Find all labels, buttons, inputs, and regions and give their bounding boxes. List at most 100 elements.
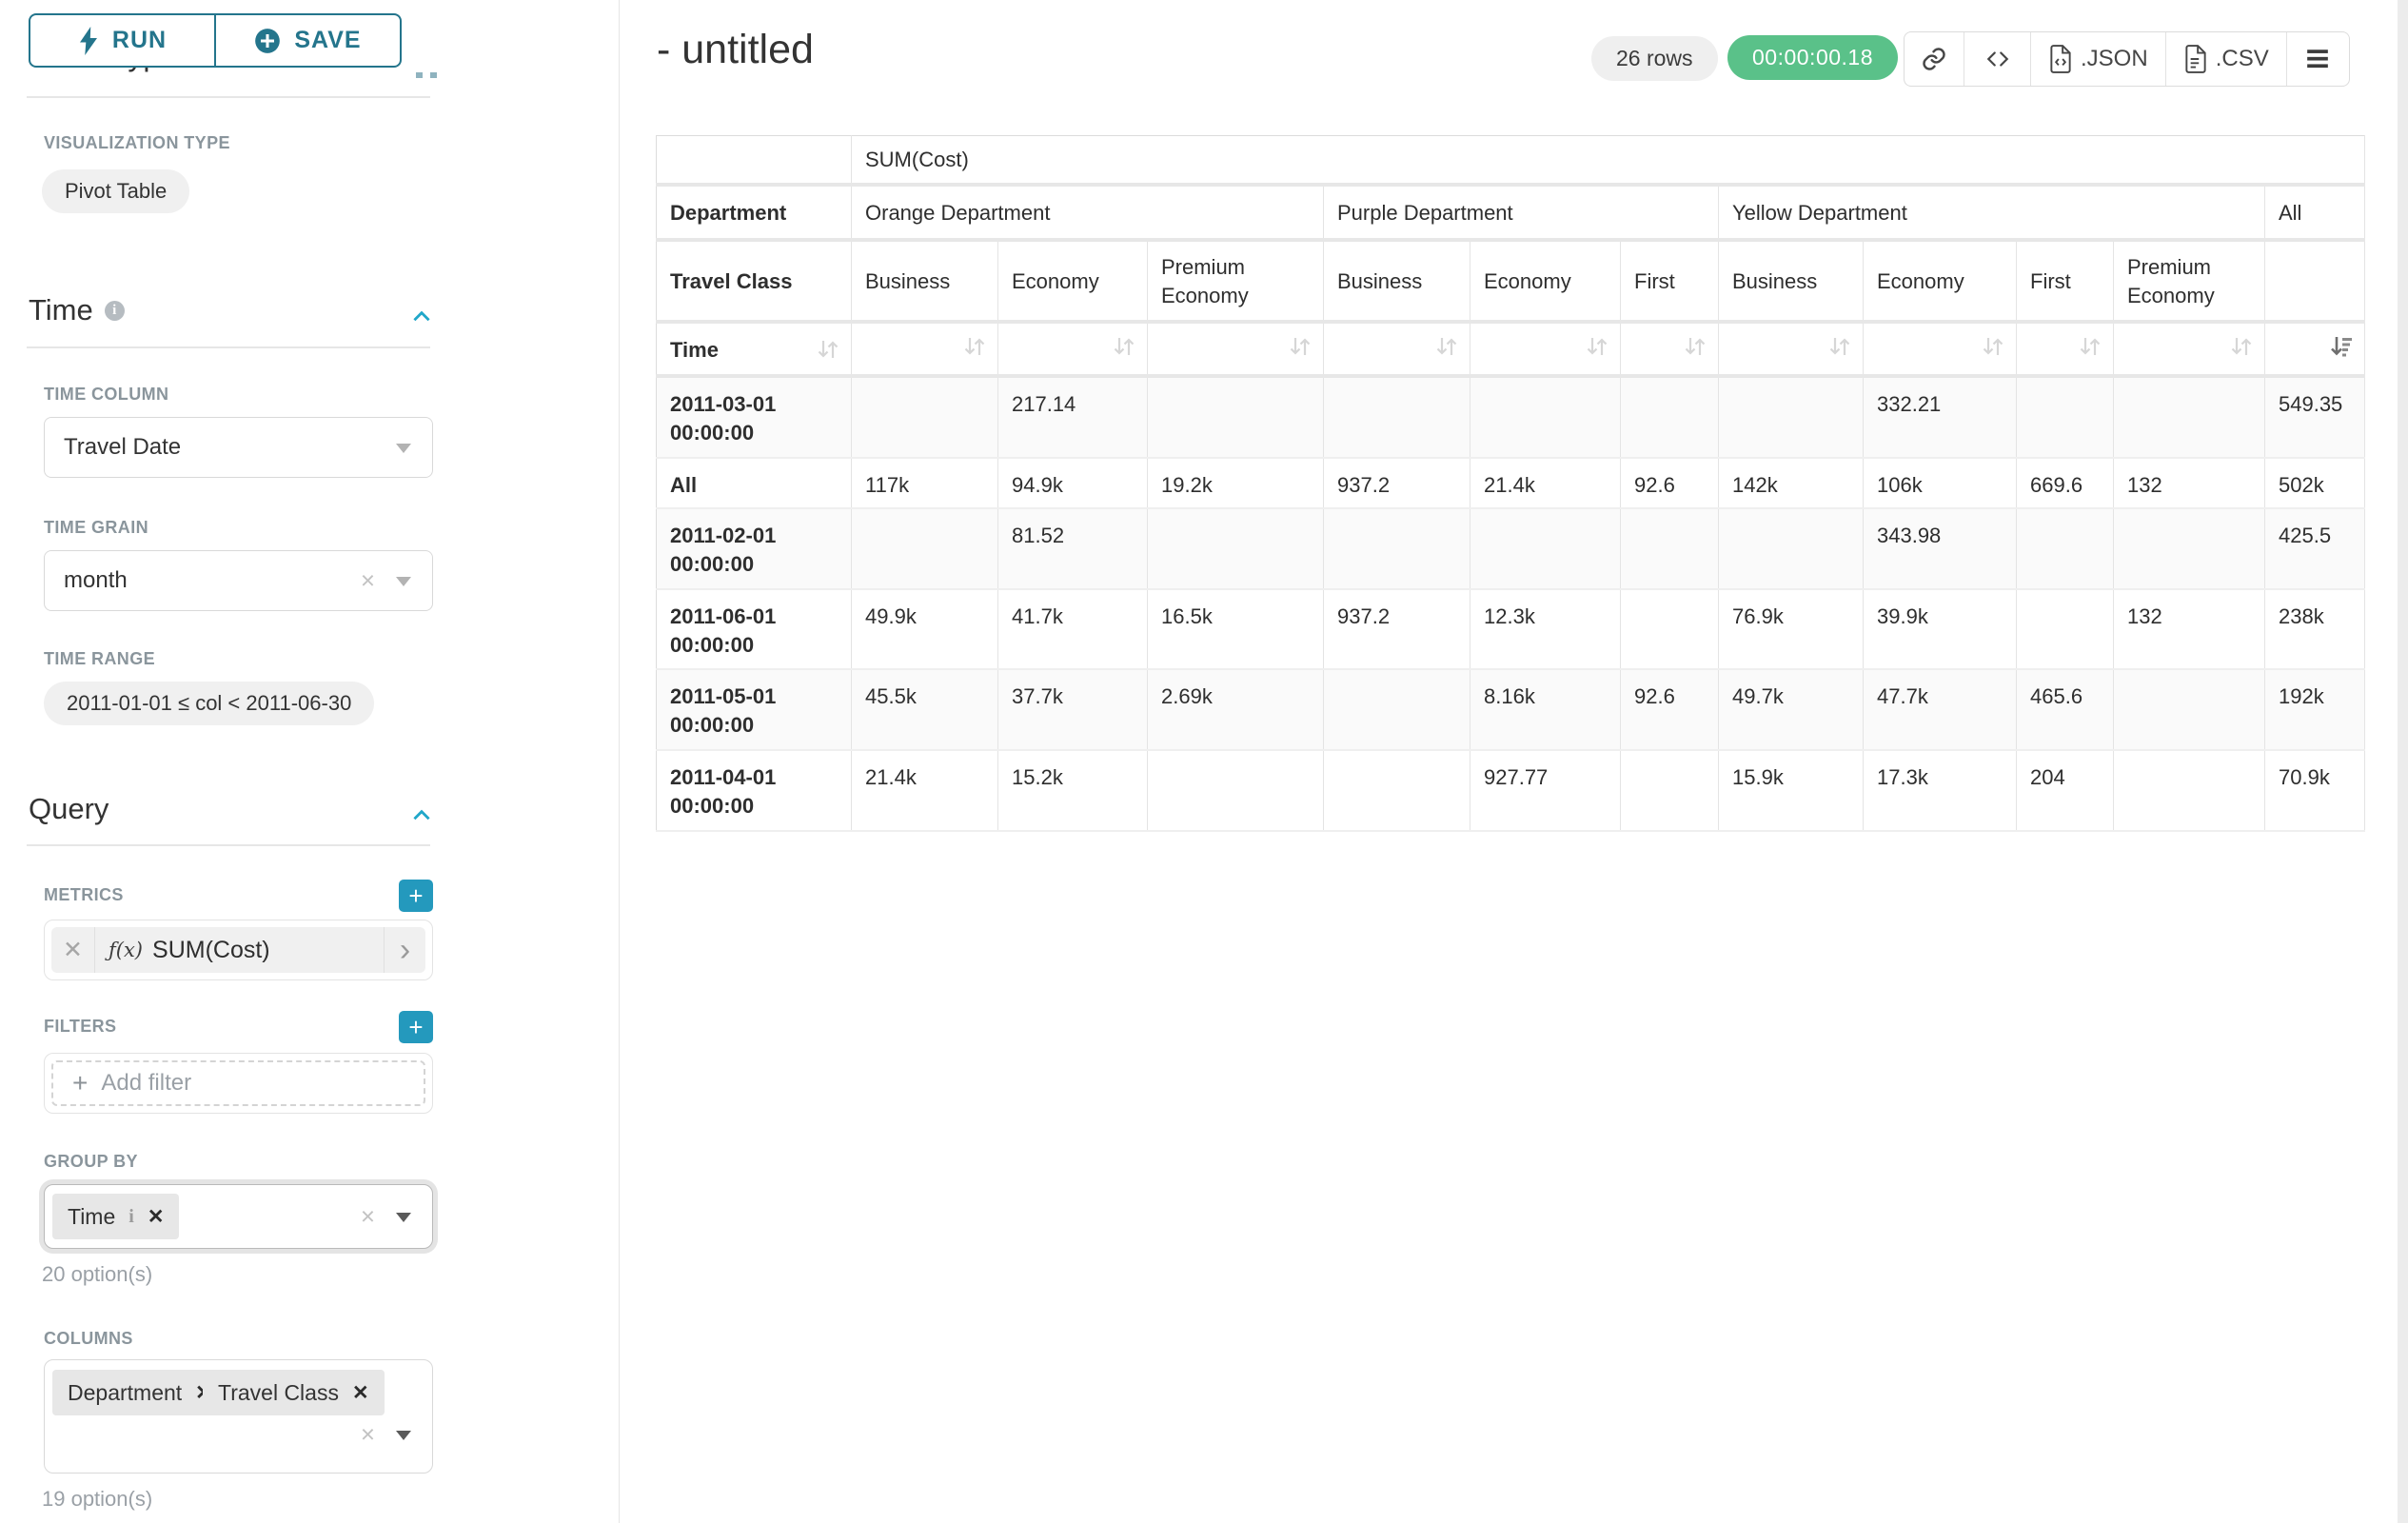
columns-label: COLUMNS [44, 1329, 133, 1348]
pivot-cell: 15.9k [1718, 749, 1864, 831]
row-count-badge: 26 rows [1591, 36, 1718, 81]
time-column-select[interactable]: Travel Date [44, 417, 433, 478]
sort-icon[interactable] [1682, 333, 1708, 360]
pivot-cell: 49.9k [851, 588, 998, 669]
sort-cell [2016, 321, 2114, 377]
pivot-group-header: Orange Department [851, 184, 1324, 240]
pivot-cell: 238k [2264, 588, 2366, 669]
pivot-cell [1470, 507, 1621, 589]
query-section-heading: Query [29, 792, 109, 825]
collapse-chevron-icon[interactable] [409, 803, 434, 828]
pivot-cell: 45.5k [851, 668, 998, 750]
file-json-icon [2050, 45, 2071, 73]
sort-cell [851, 321, 998, 377]
export-json-button[interactable]: .JSON [2031, 32, 2166, 86]
pivot-cell [1620, 588, 1719, 669]
clear-icon[interactable]: × [360, 1201, 375, 1231]
clear-icon[interactable]: × [360, 1419, 375, 1449]
pivot-cell [1323, 376, 1470, 459]
pivot-cell [2113, 507, 2265, 589]
pivot-cell [1147, 749, 1324, 831]
add-filter-button[interactable]: + [399, 1011, 433, 1043]
share-link-button[interactable] [1905, 32, 1964, 86]
sort-icon[interactable] [2228, 333, 2255, 360]
row-header-cell: All [656, 458, 852, 508]
time-range-label: TIME RANGE [44, 649, 156, 668]
pivot-table: SUM(Cost) Department Orange Department Pu… [656, 135, 2366, 832]
time-grain-select[interactable]: month × [44, 550, 433, 611]
chevron-up-icon[interactable] [408, 66, 437, 83]
sort-icon[interactable] [1584, 333, 1610, 360]
group-by-select[interactable]: Time i ✕ × [44, 1184, 433, 1249]
sort-icon[interactable] [1111, 333, 1137, 360]
save-button[interactable]: SAVE [214, 13, 402, 68]
pivot-cell: 16.5k [1147, 588, 1324, 669]
pivot-cell [2016, 588, 2114, 669]
pivot-group-header: Purple Department [1323, 184, 1719, 240]
time-section-heading: Time i [29, 293, 125, 327]
pivot-cell: 192k [2264, 668, 2366, 750]
metric-pill[interactable]: ✕ ƒ(x) SUM(Cost) › [51, 927, 425, 973]
pivot-column-header: Premium Economy [1147, 239, 1324, 322]
pivot-cell: 549.35 [2264, 376, 2366, 459]
sort-desc-icon[interactable] [2328, 333, 2355, 360]
remove-tag-icon[interactable]: ✕ [147, 1205, 165, 1228]
pivot-cell: 132 [2113, 458, 2265, 508]
row-header-cell: 2011-02-01 00:00:00 [656, 507, 852, 589]
remove-metric-icon[interactable]: ✕ [51, 927, 95, 973]
view-query-button[interactable] [1964, 32, 2031, 86]
pivot-cell: 117k [851, 458, 998, 508]
columns-tag[interactable]: Department ✕ [52, 1370, 227, 1415]
visualization-type-label: VISUALIZATION TYPE [44, 133, 230, 152]
pivot-cell: 8.16k [1470, 668, 1621, 750]
info-icon: i [128, 1205, 134, 1227]
columns-select[interactable]: Department ✕ Travel Class ✕ × [44, 1359, 433, 1474]
pivot-cell: 92.6 [1620, 458, 1719, 508]
visualization-type-pill[interactable]: Pivot Table [42, 169, 190, 213]
columns-tag[interactable]: Travel Class ✕ [203, 1370, 385, 1415]
sort-cell [2264, 321, 2366, 377]
divider [27, 96, 430, 98]
export-csv-button[interactable]: .CSV [2166, 32, 2287, 86]
pivot-cell: 204 [2016, 749, 2114, 831]
metric-name: SUM(Cost) [152, 936, 270, 963]
time-range-pill[interactable]: 2011-01-01 ≤ col < 2011-06-30 [44, 682, 375, 725]
divider [27, 346, 430, 348]
pivot-cell: 92.6 [1620, 668, 1719, 750]
sort-icon[interactable] [1287, 333, 1313, 360]
group-by-label: GROUP BY [44, 1152, 138, 1171]
pivot-cell: 937.2 [1323, 588, 1470, 669]
sort-icon[interactable] [2077, 333, 2103, 360]
sort-icon[interactable] [1433, 333, 1460, 360]
row-header-cell: 2011-05-01 00:00:00 [656, 668, 852, 750]
pivot-cell: 49.7k [1718, 668, 1864, 750]
run-button[interactable]: RUN [29, 13, 216, 68]
divider [27, 844, 430, 846]
pivot-column-header: Economy [997, 239, 1148, 322]
sort-icon[interactable] [961, 333, 988, 360]
chevron-right-icon[interactable]: › [384, 927, 425, 973]
sort-cell [1323, 321, 1470, 377]
query-timer-badge: 00:00:00.18 [1727, 35, 1899, 80]
metric-header-row: SUM(Cost) [656, 135, 2366, 185]
pivot-cell: 21.4k [851, 749, 998, 831]
pivot-cell [1323, 749, 1470, 831]
add-metric-button[interactable]: + [399, 880, 433, 912]
remove-tag-icon[interactable]: ✕ [351, 1381, 369, 1404]
pivot-cell [1323, 668, 1470, 750]
sort-icon[interactable] [1980, 333, 2006, 360]
add-filter-dropzone[interactable]: + Add filter [51, 1060, 425, 1106]
export-toolbar: .JSON .CSV [1904, 31, 2350, 87]
collapse-chevron-icon[interactable] [409, 305, 434, 329]
pivot-cell [2113, 749, 2265, 831]
filters-label: FILTERS [44, 1017, 117, 1036]
time-column-label: TIME COLUMN [44, 385, 169, 404]
pivot-cell: 142k [1718, 458, 1864, 508]
clear-icon[interactable]: × [360, 565, 375, 595]
pivot-column-header: Economy [1470, 239, 1621, 322]
sort-icon[interactable] [1826, 333, 1853, 360]
more-options-button[interactable] [2287, 32, 2349, 86]
group-by-tag[interactable]: Time i ✕ [52, 1194, 180, 1239]
sort-icon[interactable] [815, 336, 841, 363]
scrollbar[interactable] [2398, 0, 2408, 1523]
